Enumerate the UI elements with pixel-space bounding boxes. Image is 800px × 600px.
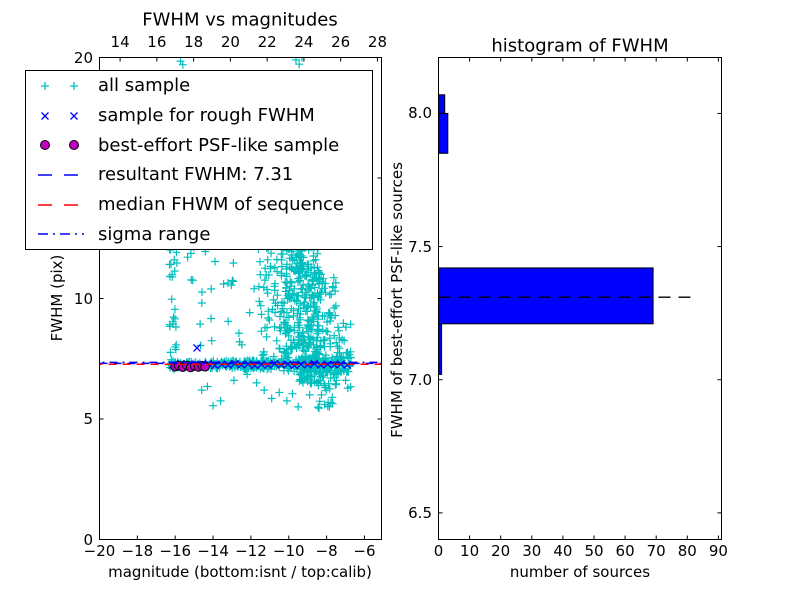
histogram-bar	[438, 112, 449, 154]
plus-legend-glyph	[41, 81, 78, 90]
legend-item-3: resultant FWHM: 7.31	[26, 160, 372, 190]
dashed-line-legend-glyph	[38, 203, 84, 206]
legend-item-5: sigma range	[26, 219, 372, 249]
legend-label: best-effort PSF-like sample	[98, 134, 340, 156]
histogram-bar	[438, 94, 446, 114]
legend-label: resultant FWHM: 7.31	[98, 164, 294, 186]
legend-box: all sample sample for rough FWHM best-effo…	[25, 70, 373, 250]
right-plot-data	[438, 94, 697, 375]
legend-item-0: all sample	[26, 71, 372, 101]
legend-item-2: best-effort PSF-like sample	[26, 130, 372, 160]
legend-label: sample for rough FWHM	[98, 105, 315, 126]
legend-label: all sample	[98, 75, 191, 97]
histogram-bar	[438, 267, 654, 325]
dashed-line-legend-glyph	[38, 174, 84, 176]
legend-label: sigma range	[98, 223, 211, 245]
circle-legend-glyph	[40, 140, 79, 151]
right-plot-frame	[438, 57, 722, 540]
dashdot-line-legend-glyph	[38, 233, 84, 235]
legend-item-1: sample for rough FWHM	[26, 101, 372, 131]
cross-legend-glyph	[41, 111, 78, 120]
legend-label: median FHWM of sequence	[98, 194, 344, 216]
legend-item-4: median FHWM of sequence	[26, 190, 372, 220]
left-plot-data	[99, 57, 382, 413]
